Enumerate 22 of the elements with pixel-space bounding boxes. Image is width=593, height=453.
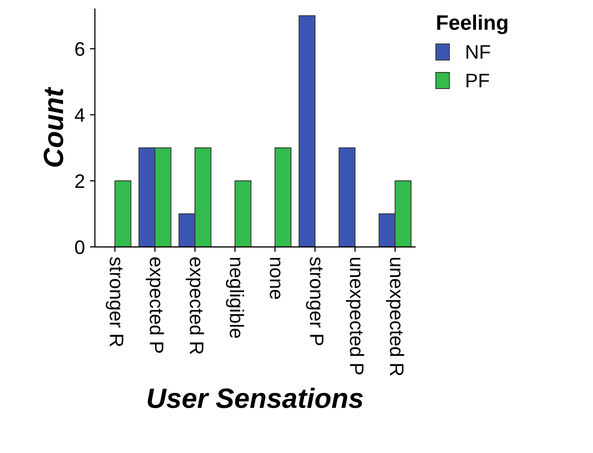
x-tick-label: negligible xyxy=(226,258,244,338)
bar xyxy=(274,147,292,247)
legend-title: Feeling xyxy=(437,14,508,34)
x-tick-label: stronger P xyxy=(306,257,324,346)
x-axis-title: User Sensations xyxy=(148,388,363,408)
bar xyxy=(234,180,252,247)
y-axis-title: Count xyxy=(44,86,64,167)
y-tick-label: 2 xyxy=(75,174,84,188)
x-tick-label: none xyxy=(270,258,280,299)
legend-label: PF xyxy=(466,74,490,88)
x-tick-label: expected R xyxy=(186,257,204,354)
x-tick-label: expected P xyxy=(146,257,164,353)
bar xyxy=(298,15,316,247)
y-tick-label: 6 xyxy=(75,42,84,56)
y-tick-label: 0 xyxy=(75,240,84,254)
x-tick-label: stronger R xyxy=(106,257,124,346)
legend-label: NF xyxy=(466,45,490,59)
y-tick-label: 4 xyxy=(74,108,85,122)
bar xyxy=(338,147,356,247)
x-tick-label: unexpected P xyxy=(346,258,364,374)
x-tick-label: unexpected R xyxy=(386,258,404,376)
bar xyxy=(114,180,132,247)
